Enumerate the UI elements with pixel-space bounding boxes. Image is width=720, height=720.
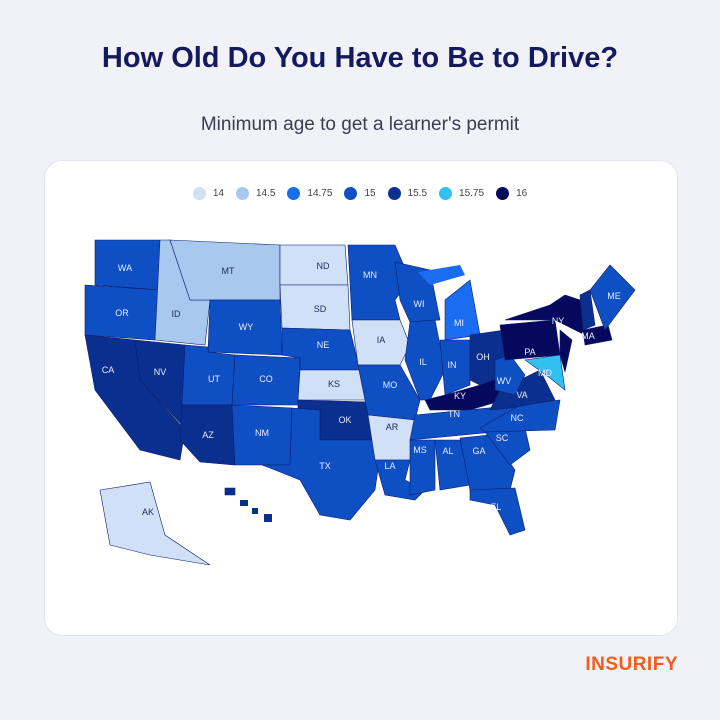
state-fl: [469, 487, 526, 536]
state-label: IL: [419, 357, 427, 367]
state-label: KY: [454, 391, 466, 401]
state-hi-island: [264, 514, 272, 522]
state-me: [589, 264, 636, 331]
legend-item: 15.75: [439, 187, 484, 200]
state-label: AK: [142, 507, 154, 517]
state-mi: [444, 279, 481, 341]
state-label: SD: [314, 304, 327, 314]
legend: 14 14.5 14.75 15 15.5 15.75 16: [0, 187, 720, 200]
state-label: IN: [448, 360, 457, 370]
state-label: WA: [118, 263, 132, 273]
state-nc: [479, 399, 561, 433]
legend-item: 16: [496, 187, 527, 200]
state-nh: [579, 289, 596, 331]
legend-swatch: [235, 187, 249, 200]
state-label: FL: [491, 502, 502, 512]
state-label: VA: [516, 390, 527, 400]
state-ak: [99, 481, 211, 566]
state-nj: [559, 329, 573, 373]
state-label: AR: [386, 422, 399, 432]
state-label: ND: [317, 261, 330, 271]
state-label: LA: [384, 461, 395, 471]
state-nd: [279, 244, 349, 286]
state-label: NE: [317, 340, 330, 350]
state-label: SC: [496, 433, 509, 443]
state-label: PA: [524, 347, 535, 357]
state-label: NY: [552, 316, 565, 326]
state-label: MO: [383, 380, 398, 390]
legend-label: 15: [364, 188, 376, 199]
legend-item: 14: [192, 187, 224, 200]
state-label: CA: [102, 365, 115, 375]
state-md: [524, 354, 566, 391]
state-label: MI: [454, 318, 464, 328]
state-label: MN: [363, 270, 377, 280]
page-title: How Old Do You Have to Be to Drive?: [101, 42, 619, 74]
state-label: ME: [607, 291, 621, 301]
legend-label: 15.5: [407, 188, 428, 199]
state-in: [439, 339, 471, 396]
legend-swatch: [496, 187, 510, 200]
legend-item: 14.5: [235, 187, 276, 200]
legend-item: 15.5: [387, 187, 428, 200]
state-label: NC: [511, 413, 524, 423]
legend-item: 14.75: [287, 187, 332, 200]
state-hi-island: [240, 500, 248, 506]
legend-item: 15: [344, 187, 376, 200]
state-label: AL: [442, 446, 453, 456]
state-ny: [504, 294, 586, 336]
state-label: MA: [581, 331, 595, 341]
state-label: OH: [476, 352, 490, 362]
state-label: OR: [115, 308, 129, 318]
legend-label: 14: [212, 188, 224, 199]
legend-label: 14.75: [307, 188, 333, 199]
state-label: OK: [338, 415, 351, 425]
state-label: WV: [497, 376, 512, 386]
state-label: GA: [472, 446, 485, 456]
legend-swatch: [387, 187, 401, 200]
state-hi: [224, 487, 236, 496]
legend-label: 16: [516, 188, 528, 199]
state-label: KS: [328, 379, 340, 389]
legend-swatch: [344, 187, 358, 200]
state-label: WY: [239, 322, 254, 332]
state-label: NV: [154, 367, 167, 377]
legend-swatch: [287, 187, 301, 200]
legend-swatch: [192, 187, 206, 200]
state-label: MD: [538, 368, 552, 378]
legend-label: 14.5: [255, 188, 276, 199]
state-mi-upper: [418, 265, 465, 285]
state-label: IA: [377, 335, 386, 345]
state-label: CO: [259, 374, 273, 384]
legend-swatch: [439, 187, 453, 200]
state-label: TN: [448, 409, 460, 419]
state-label: ID: [172, 309, 182, 319]
state-az: [179, 404, 236, 466]
state-ms: [409, 439, 436, 496]
state-label: TX: [319, 461, 331, 471]
state-label: AZ: [202, 430, 214, 440]
subtitle: Minimum age to get a learner's permit: [200, 114, 520, 135]
state-label: MS: [413, 445, 427, 455]
state-ga: [459, 434, 516, 491]
state-ia: [351, 319, 411, 366]
legend-label: 15.75: [459, 188, 485, 199]
state-label: NM: [255, 428, 269, 438]
state-label: WI: [414, 299, 425, 309]
state-tx: [261, 407, 381, 521]
state-label: MT: [222, 266, 235, 276]
state-hi-island: [252, 508, 258, 514]
insurify-logo: INSURIFY: [585, 654, 678, 675]
state-label: UT: [208, 374, 220, 384]
